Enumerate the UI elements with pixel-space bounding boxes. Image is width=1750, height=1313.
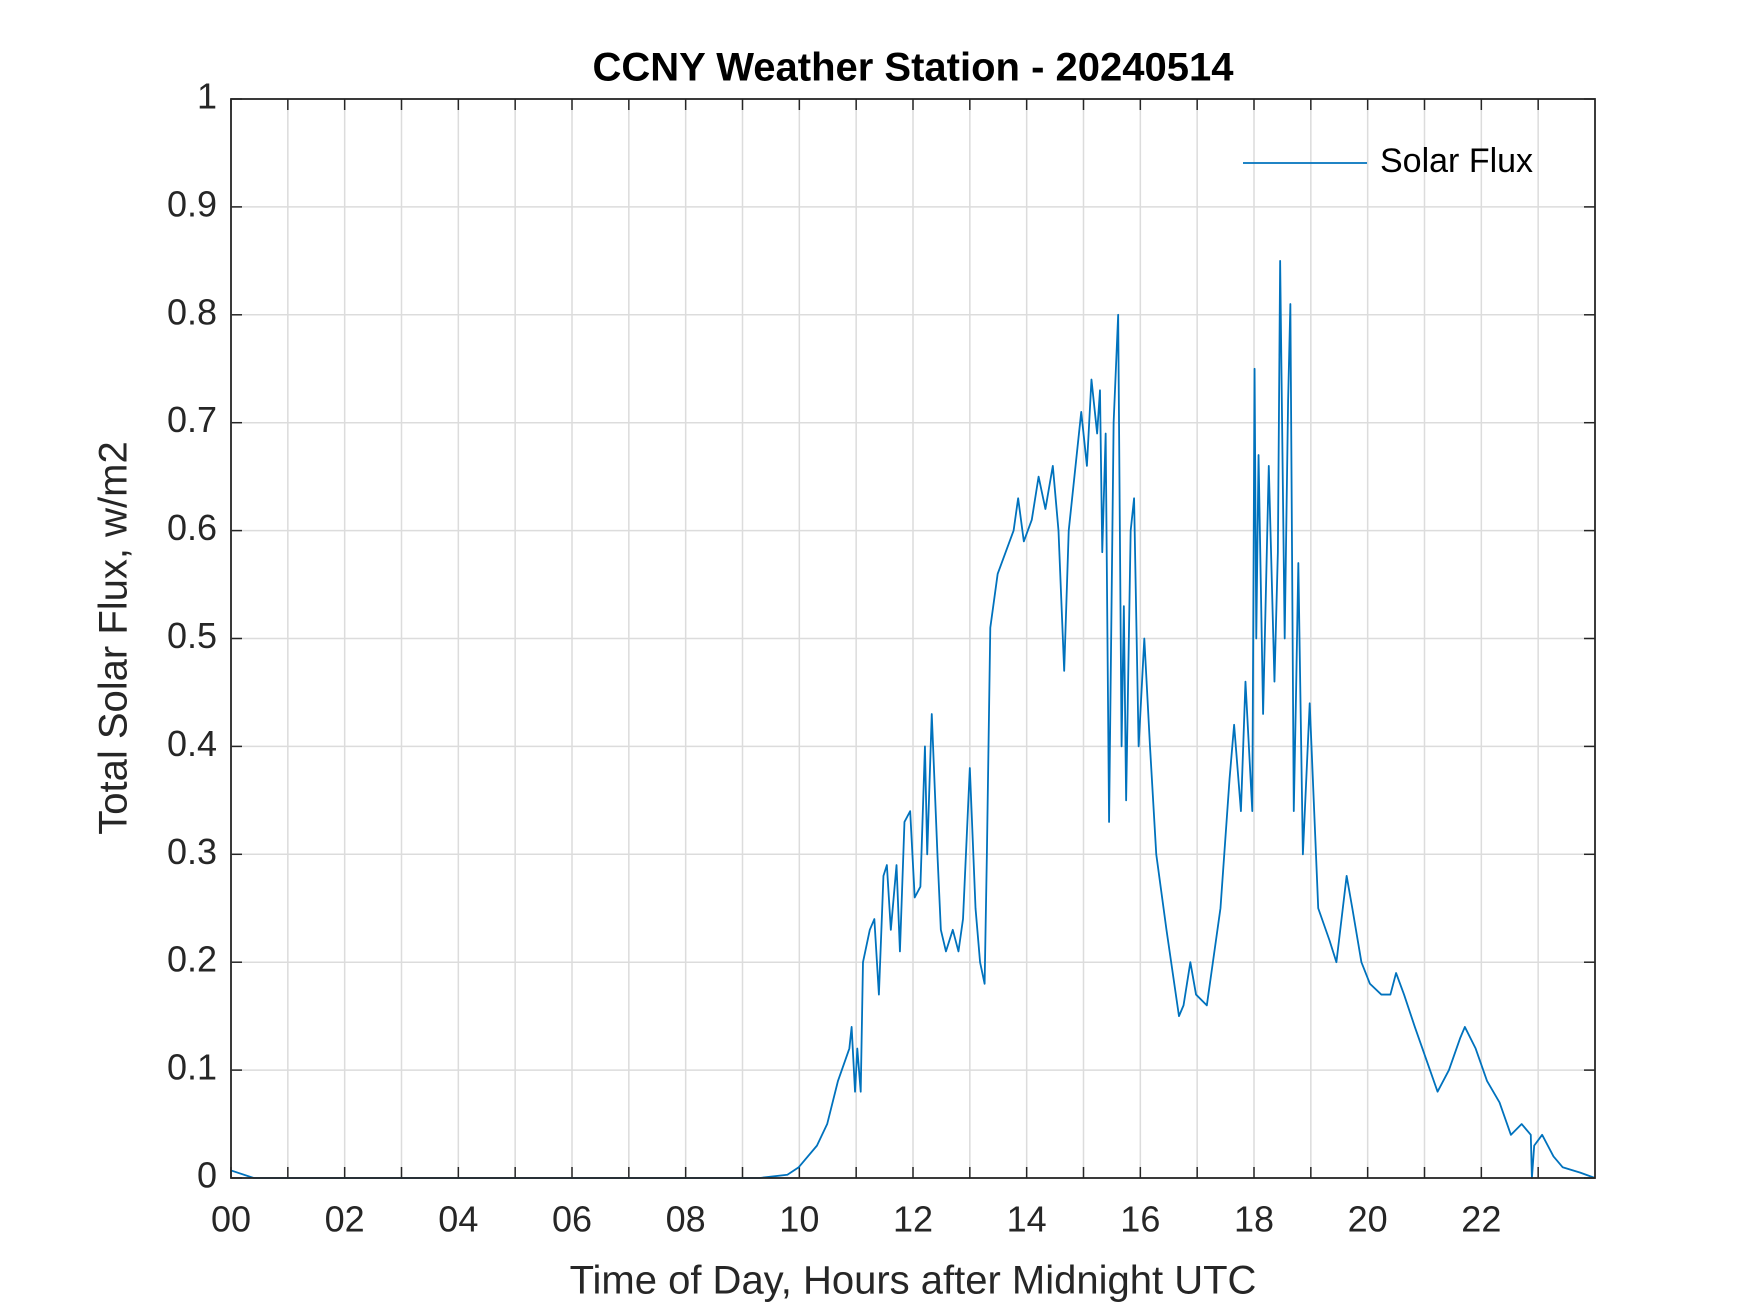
- y-axis-label: Total Solar Flux, w/m2: [92, 441, 136, 834]
- x-tick-label: 02: [325, 1199, 365, 1240]
- x-tick-label: 08: [666, 1199, 706, 1240]
- x-tick-label: 18: [1234, 1199, 1274, 1240]
- x-tick-label: 00: [211, 1199, 251, 1240]
- y-tick-label: 0.2: [167, 939, 217, 980]
- y-tick-label: 0.8: [167, 291, 217, 332]
- x-tick-label: 22: [1461, 1199, 1501, 1240]
- data-line: [230, 259, 1596, 1179]
- x-tick-label: 16: [1120, 1199, 1160, 1240]
- x-tick-label: 04: [438, 1199, 478, 1240]
- y-tick-label: 0.9: [167, 183, 217, 224]
- y-tick-label: 0.3: [167, 831, 217, 872]
- legend-label: Solar Flux: [1380, 142, 1533, 180]
- y-tick-label: 0.5: [167, 615, 217, 656]
- plot-frame: [230, 98, 1596, 1179]
- x-axis-label: Time of Day, Hours after Midnight UTC: [570, 1259, 1257, 1303]
- y-tick-label: 0.4: [167, 723, 217, 764]
- x-tick-label: 20: [1348, 1199, 1388, 1240]
- y-tick-label: 1: [197, 76, 217, 117]
- y-tick-label: 0: [197, 1155, 217, 1196]
- x-tick-label: 06: [552, 1199, 592, 1240]
- x-tick-label: 12: [893, 1199, 933, 1240]
- x-tick-label: 10: [779, 1199, 819, 1240]
- y-tick-label: 0.7: [167, 399, 217, 440]
- y-tick-label: 0.1: [167, 1047, 217, 1088]
- chart-title: CCNY Weather Station - 20240514: [593, 46, 1235, 90]
- y-tick-label: 0.6: [167, 507, 217, 548]
- x-tick-label: 14: [1007, 1199, 1047, 1240]
